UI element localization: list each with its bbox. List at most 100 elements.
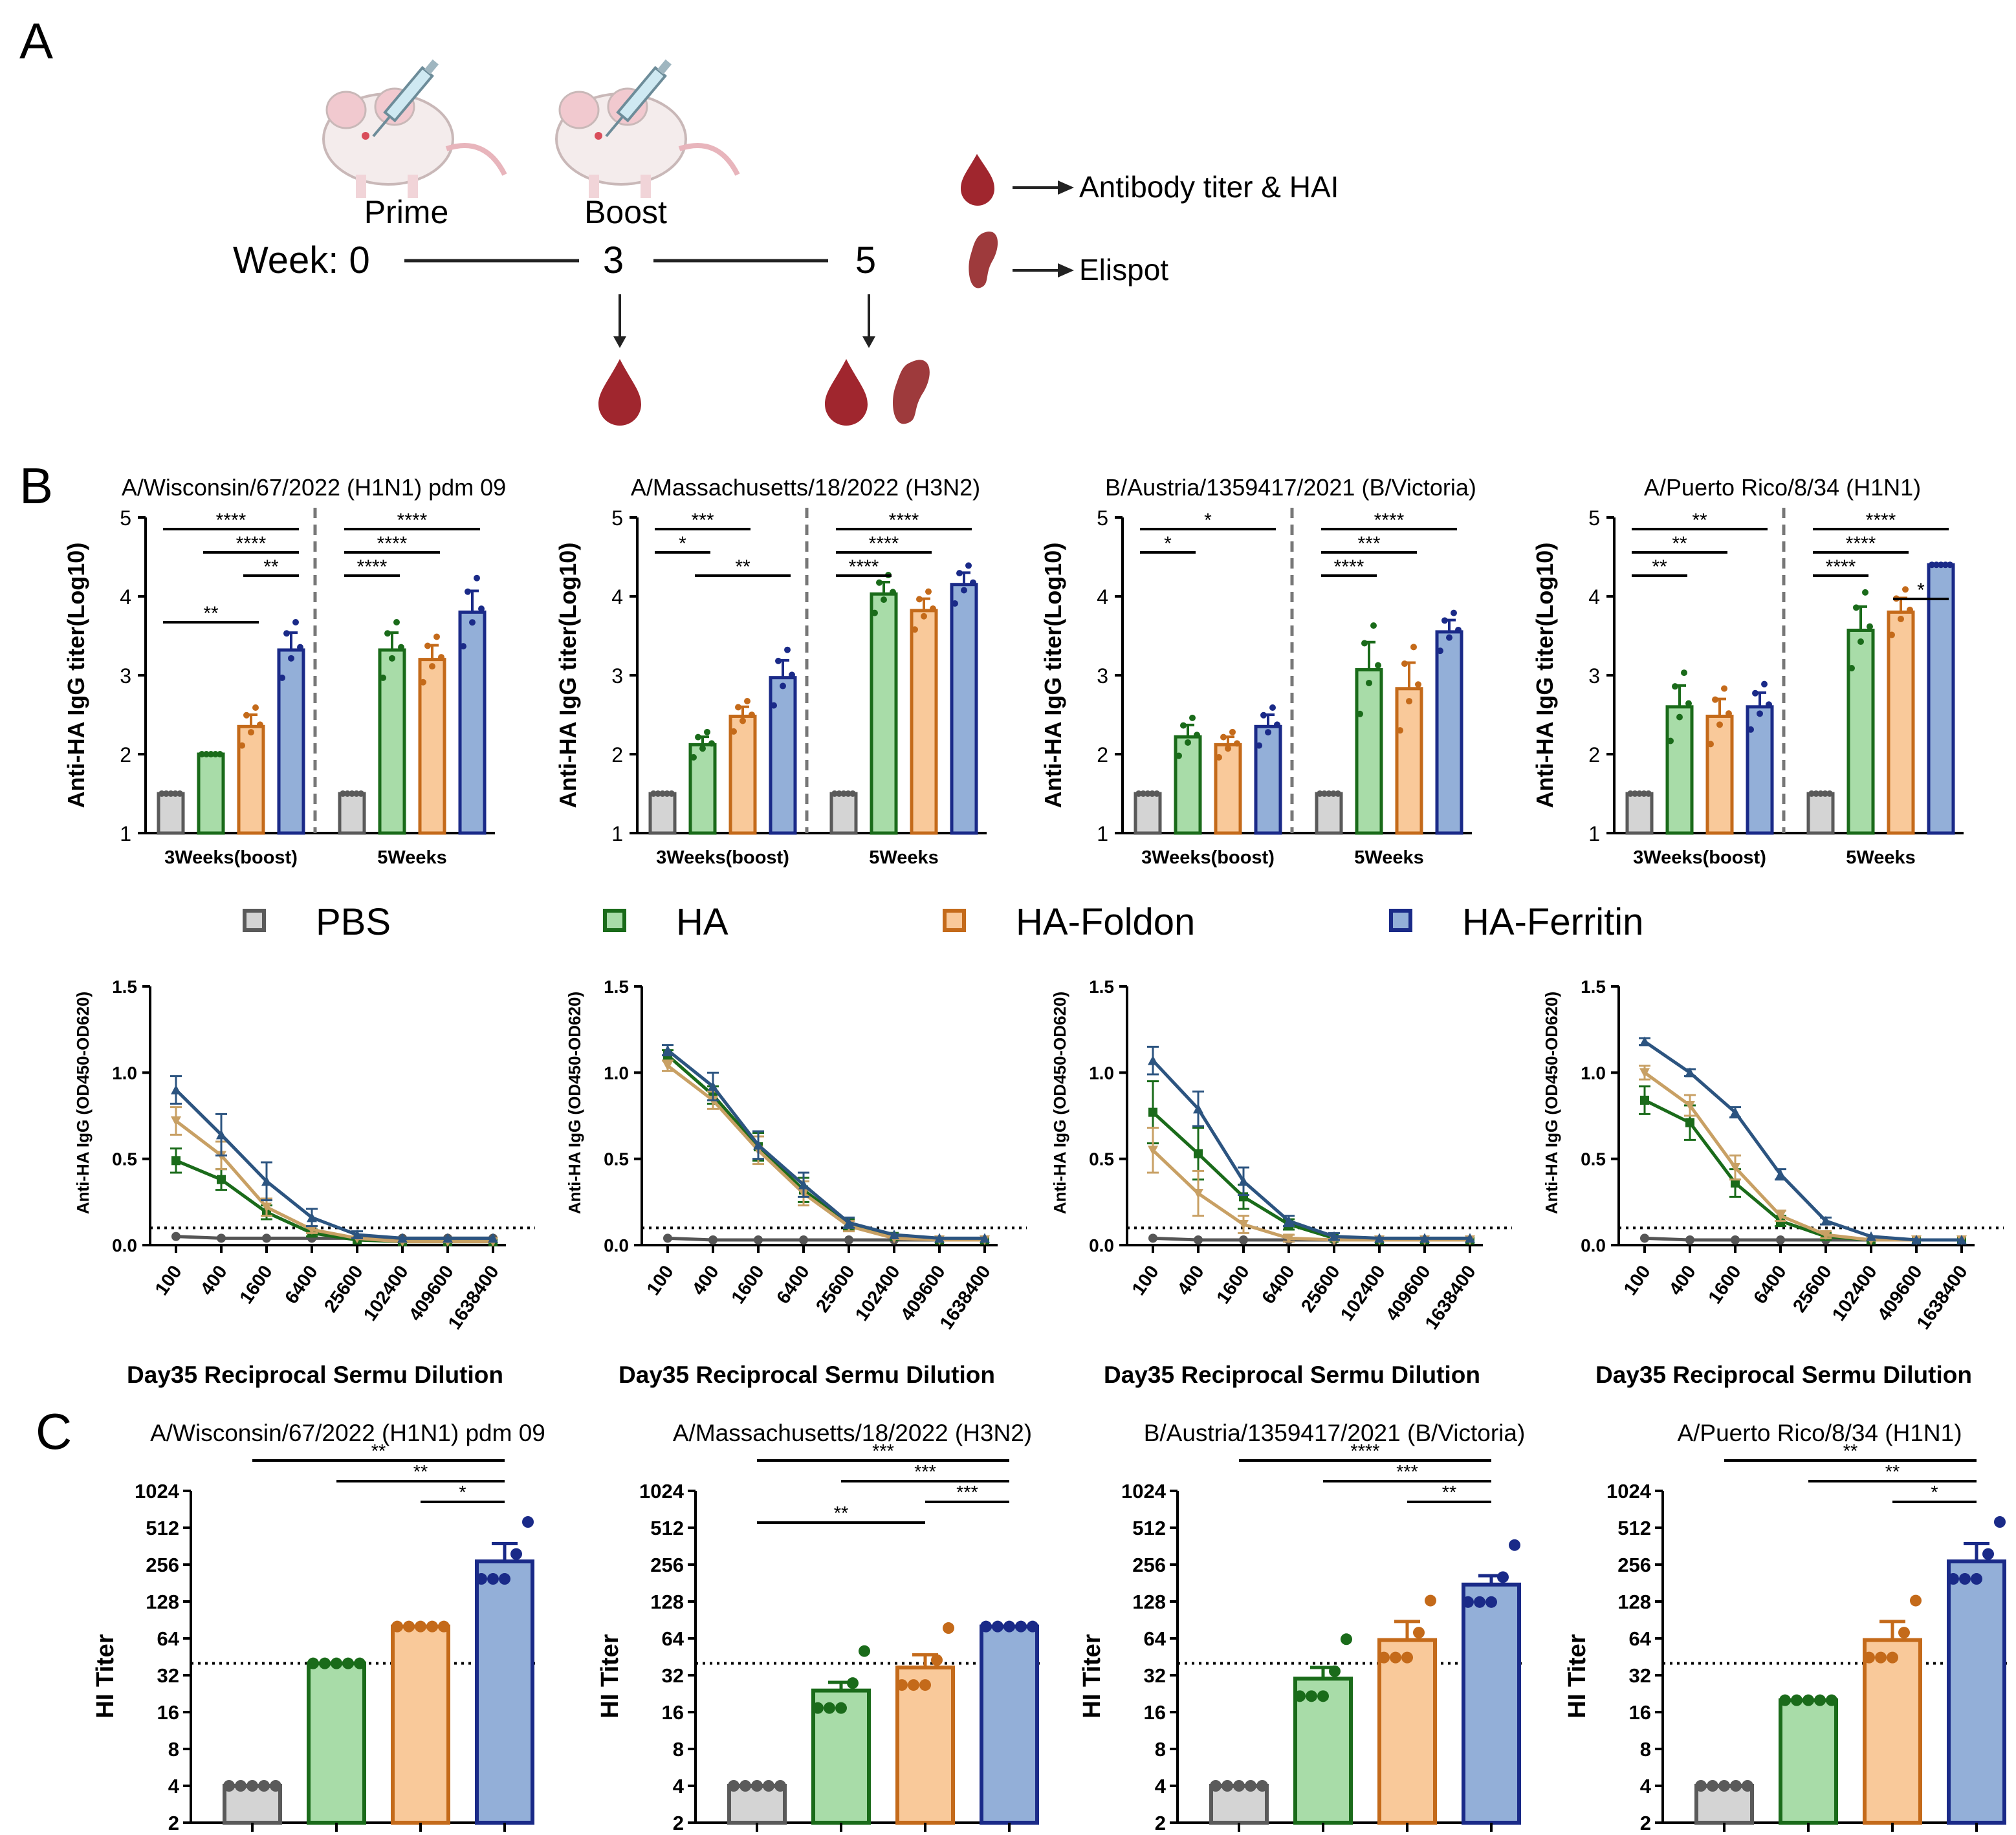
data-point: [1761, 680, 1768, 688]
data-point: [771, 702, 777, 709]
y-tick-label: 4: [120, 585, 131, 609]
data-point: [429, 663, 435, 670]
data-point: [1942, 561, 1949, 569]
significance-label: ***: [914, 1462, 936, 1482]
bar-pbs: [338, 792, 366, 835]
data-point: [478, 605, 485, 613]
data-point: [735, 704, 741, 711]
data-point: [952, 600, 958, 607]
group-legend: PBS HA HA-Foldon HA-Ferritin: [243, 901, 1643, 943]
y-tick-label: 4: [673, 1775, 685, 1797]
significance-label: ****: [1826, 556, 1856, 578]
data-point: [925, 588, 932, 595]
x-tick-label: 102400: [1828, 1262, 1881, 1325]
chart-igg-austria: B/Austria/1359417/2021 (B/Victoria) Anti-…: [1040, 474, 1476, 868]
week5-label: 5: [855, 239, 876, 281]
bar-ha: [1355, 668, 1383, 835]
marker-pbs: [1776, 1235, 1785, 1244]
x-tick-label: 6400: [1750, 1262, 1791, 1308]
marker-ha-foldon: [1148, 1146, 1158, 1156]
y-tick-label: 256: [146, 1554, 179, 1576]
significance-label: **: [263, 556, 279, 578]
marker-ha-ferritin: [171, 1085, 181, 1094]
data-point: [1907, 606, 1913, 613]
marker-ha: [1731, 1178, 1740, 1188]
data-point: [775, 657, 782, 664]
marker-pbs: [1148, 1233, 1157, 1243]
marker-ha-ferritin: [798, 1179, 809, 1189]
bar-ha: [307, 1661, 366, 1825]
data-point: [1645, 790, 1652, 797]
significance-label: ****: [236, 533, 267, 554]
data-point: [168, 790, 174, 797]
data-point: [1848, 665, 1855, 672]
series-line-ha-foldon: [175, 1120, 493, 1244]
significance-label: **: [203, 603, 219, 624]
y-tick-label: 5: [1097, 506, 1108, 530]
y-tick-label: 16: [1629, 1701, 1651, 1724]
y-tick-label: 2: [120, 743, 131, 766]
y-tick-label: 2: [1640, 1812, 1651, 1834]
marker-ha-ferritin: [261, 1176, 272, 1186]
marker-pbs: [171, 1232, 181, 1241]
data-point: [730, 728, 737, 735]
data-point: [438, 654, 444, 661]
marker-ha-ferritin: [1193, 1103, 1203, 1114]
significance-label: *: [1164, 533, 1172, 554]
data-point: [1189, 714, 1196, 721]
y-tick-label: 16: [1144, 1701, 1166, 1724]
marker-ha: [1148, 1107, 1157, 1117]
y-tick-label: 4: [1155, 1775, 1167, 1797]
y-tick-label: 0.5: [1089, 1149, 1114, 1169]
data-point: [749, 711, 755, 719]
data-point: [1413, 1627, 1425, 1639]
data-point: [279, 674, 285, 681]
data-point: [438, 1620, 450, 1633]
significance-label: ****: [1866, 510, 1896, 531]
bar-ha-foldon: [729, 714, 757, 835]
legend-label-1: HA: [676, 901, 729, 943]
data-point: [247, 1780, 258, 1792]
y-tick-label: 32: [1629, 1664, 1651, 1687]
data-point: [1681, 669, 1687, 677]
data-point: [212, 751, 219, 757]
significance-label: ****: [849, 556, 879, 578]
y-tick-label: 2: [168, 1812, 179, 1834]
data-point: [1667, 737, 1674, 744]
x-tick-label: 25600: [1297, 1262, 1344, 1316]
data-point: [1718, 1780, 1730, 1792]
data-point: [699, 745, 706, 752]
significance-label: ***: [691, 510, 714, 531]
bar-pbs: [648, 792, 677, 835]
y-tick-label: 5: [611, 506, 623, 530]
data-point: [1887, 1651, 1898, 1664]
data-point: [1867, 623, 1873, 630]
data-point: [655, 790, 661, 797]
marker-pbs: [1239, 1235, 1248, 1244]
data-point: [1233, 1780, 1245, 1792]
data-point: [1817, 790, 1824, 797]
marker-ha-foldon: [1685, 1101, 1695, 1111]
marker-ha: [171, 1156, 181, 1166]
data-point: [239, 742, 245, 749]
data-point: [297, 644, 303, 651]
data-point: [1902, 586, 1909, 593]
legend-label-0: PBS: [316, 901, 391, 943]
chart-area: A/Wisconsin/67/2022 (H1N1) pdm 09 Anti-HA…: [63, 474, 2009, 1834]
data-point: [1695, 1780, 1707, 1792]
y-axis-label: Anti-HA IgG (OD450-OD620): [1050, 992, 1069, 1214]
significance-label: ****: [889, 510, 919, 531]
data-point: [1140, 790, 1146, 797]
bar-ha-foldon: [1214, 743, 1242, 835]
bar-ha-foldon: [1377, 1638, 1437, 1825]
data-point: [1742, 1780, 1753, 1792]
y-tick-label: 128: [1617, 1591, 1651, 1613]
data-point: [1721, 685, 1727, 692]
data-point: [849, 790, 856, 797]
marker-pbs: [708, 1235, 718, 1244]
marker-pbs: [799, 1235, 808, 1244]
data-point: [1225, 745, 1231, 752]
data-point: [1260, 711, 1267, 719]
bar-ha-foldon: [1863, 1638, 1922, 1825]
data-point: [812, 1702, 824, 1714]
